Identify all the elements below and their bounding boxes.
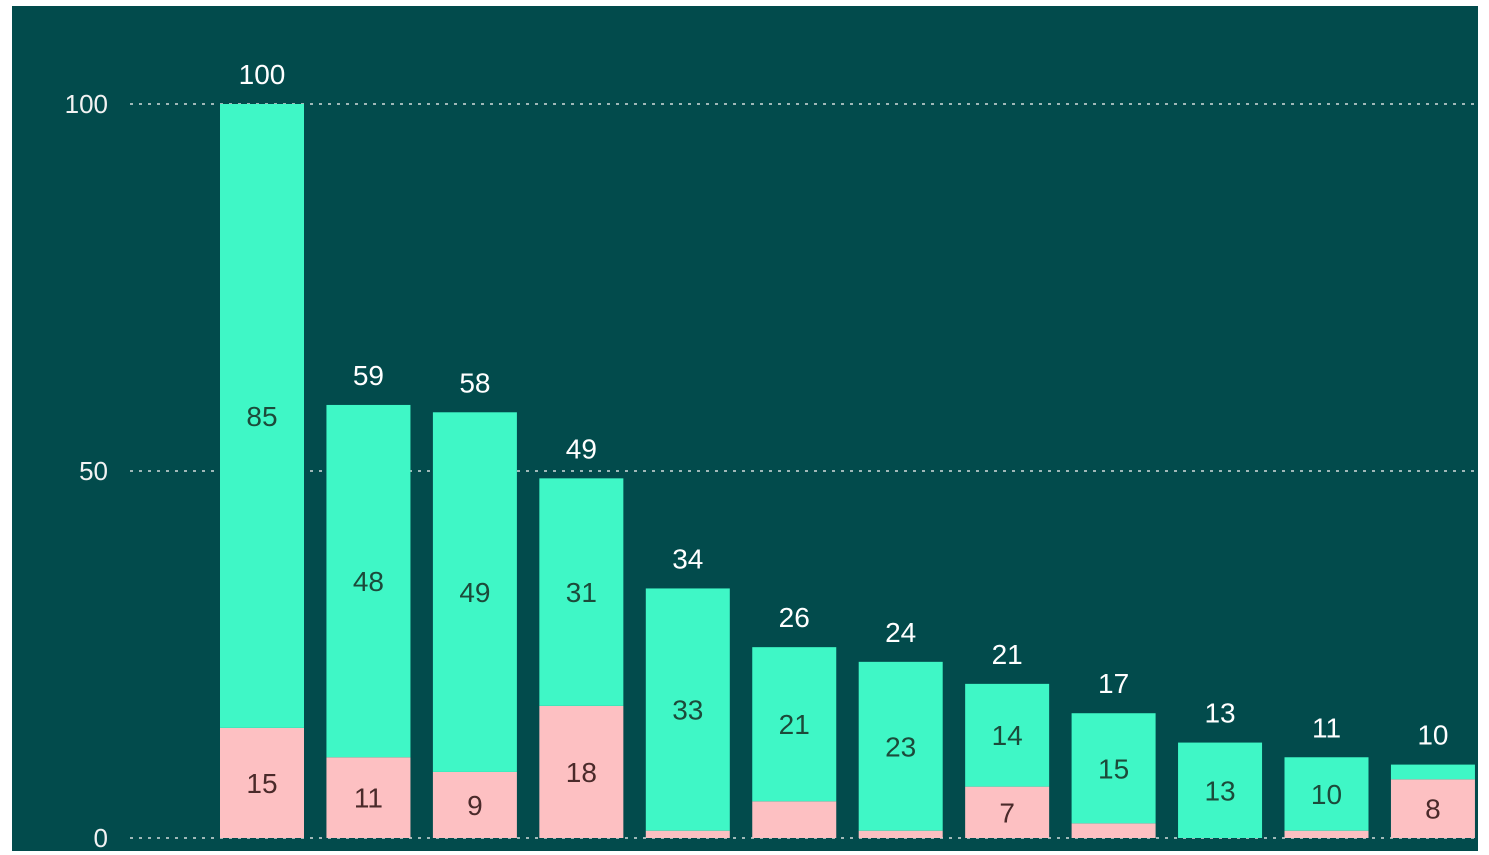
chart-panel: 0 50 100 15 85 100 11 48 59 9 49 58 18 31 49 33 34 21 26 2… [12, 6, 1478, 851]
segment-data-label: 15 [246, 768, 277, 799]
bars [220, 104, 1475, 838]
y-axis: 0 50 100 [65, 89, 108, 851]
bar-total-label: 11 [1312, 712, 1341, 743]
segment-data-label: 13 [1204, 775, 1235, 806]
bar-segment-series-0 [965, 786, 1050, 838]
bar-segment-series-0 [220, 727, 304, 838]
stacked-bar-chart: 0 50 100 15 85 100 11 48 59 9 49 58 18 31 49 33 34 21 26 2… [65, 59, 1476, 851]
segment-data-label: 15 [1098, 753, 1129, 784]
segment-data-label: 31 [566, 577, 597, 608]
y-tick-label: 0 [94, 823, 108, 851]
bar-segment-series-1 [645, 588, 730, 831]
y-tick-label: 100 [65, 89, 108, 119]
segment-data-label: 49 [459, 577, 490, 608]
bar-segment-series-0 [752, 801, 837, 838]
bar-segment-series-1 [858, 661, 943, 831]
bar-segment-series-0 [326, 757, 411, 838]
bar-total-label: 100 [239, 59, 286, 90]
bar-total-label: 49 [566, 433, 597, 464]
bar-segment-series-1 [752, 647, 837, 802]
segment-data-label: 85 [246, 401, 277, 432]
bar-segment-series-1 [539, 478, 624, 706]
bar-segment-series-1 [432, 412, 517, 772]
segment-data-label: 23 [885, 731, 916, 762]
bar-segment-series-1 [1390, 764, 1475, 780]
segment-data-label: 21 [779, 709, 810, 740]
y-tick-label: 50 [79, 456, 108, 486]
segment-data-label: 11 [354, 783, 383, 814]
bar-segment-series-0 [1284, 830, 1369, 838]
bar-segment-series-0 [539, 705, 624, 838]
segment-data-label: 9 [467, 790, 483, 821]
bar-segment-series-0 [432, 771, 517, 838]
bar-segment-series-1 [965, 683, 1050, 787]
data-labels: 15 85 100 11 48 59 9 49 58 18 31 49 33 34 21 26 23 24 7 14 2… [239, 59, 1449, 828]
segment-data-label: 7 [999, 797, 1015, 828]
bar-total-label: 21 [992, 639, 1023, 670]
bar-total-label: 17 [1098, 668, 1129, 699]
bar-total-label: 10 [1417, 720, 1448, 751]
bar-total-label: 34 [672, 543, 703, 574]
bar-segment-series-1 [326, 404, 411, 758]
bar-segment-series-0 [645, 830, 730, 838]
bar-total-label: 26 [779, 602, 810, 633]
segment-data-label: 48 [353, 566, 384, 597]
bar-segment-series-1 [220, 104, 304, 728]
bar-total-label: 59 [353, 360, 384, 391]
bar-segment-series-1 [1071, 713, 1156, 824]
bar-segment-series-1 [1178, 742, 1263, 838]
bar-segment-series-0 [1390, 779, 1475, 838]
bar-segment-series-0 [858, 830, 943, 838]
bar-total-label: 24 [885, 617, 916, 648]
segment-data-label: 8 [1425, 794, 1441, 825]
segment-data-label: 33 [672, 695, 703, 726]
bar-segment-series-0 [1071, 823, 1156, 838]
bar-total-label: 13 [1204, 698, 1235, 729]
segment-data-label: 18 [566, 757, 597, 788]
bar-segment-series-1 [1284, 757, 1369, 831]
segment-data-label: 14 [992, 720, 1023, 751]
segment-data-label: 10 [1311, 779, 1342, 810]
bar-total-label: 58 [459, 367, 490, 398]
